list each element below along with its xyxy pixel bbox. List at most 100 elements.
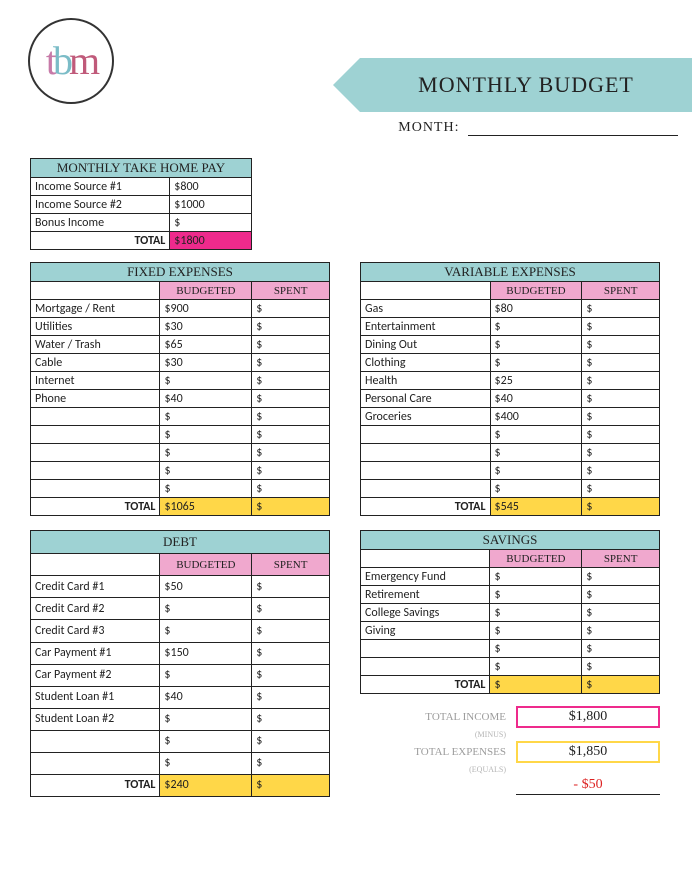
savings-row-spent[interactable]: $ — [582, 658, 660, 676]
debt-row-spent[interactable]: $ — [252, 576, 330, 598]
fixed-row-budget[interactable]: $30 — [160, 318, 252, 336]
debt-row-budget[interactable]: $ — [160, 598, 252, 620]
variable-row-budget[interactable]: $ — [490, 318, 582, 336]
savings-col-spent: SPENT — [582, 550, 660, 568]
variable-total-spent: $ — [582, 498, 660, 516]
income-table: MONTHLY TAKE HOME PAY Income Source #1$8… — [30, 158, 252, 250]
variable-row-budget[interactable]: $ — [490, 462, 582, 480]
debt-row-spent[interactable]: $ — [252, 686, 330, 708]
fixed-row-spent[interactable]: $ — [252, 444, 330, 462]
debt-row-spent[interactable]: $ — [252, 598, 330, 620]
savings-row-budget[interactable]: $ — [490, 568, 582, 586]
fixed-row-budget[interactable]: $ — [160, 372, 252, 390]
variable-row-spent[interactable]: $ — [582, 300, 660, 318]
income-row-value[interactable]: $ — [170, 214, 252, 232]
debt-row-label — [31, 730, 160, 752]
savings-row-budget[interactable]: $ — [490, 658, 582, 676]
fixed-row-budget[interactable]: $ — [160, 462, 252, 480]
variable-row-spent[interactable]: $ — [582, 408, 660, 426]
savings-row-spent[interactable]: $ — [582, 622, 660, 640]
fixed-row-budget[interactable]: $900 — [160, 300, 252, 318]
fixed-row-spent[interactable]: $ — [252, 426, 330, 444]
debt-row-spent[interactable]: $ — [252, 620, 330, 642]
income-total-label: TOTAL — [31, 232, 170, 250]
fixed-row-spent[interactable]: $ — [252, 390, 330, 408]
variable-row-budget[interactable]: $ — [490, 480, 582, 498]
savings-row-budget[interactable]: $ — [490, 604, 582, 622]
savings-row-spent[interactable]: $ — [582, 640, 660, 658]
variable-row-label: Gas — [361, 300, 491, 318]
month-input-line[interactable] — [468, 135, 678, 136]
fixed-row-label: Cable — [31, 354, 160, 372]
fixed-row-spent[interactable]: $ — [252, 480, 330, 498]
debt-row-budget[interactable]: $ — [160, 664, 252, 686]
debt-row-budget[interactable]: $50 — [160, 576, 252, 598]
variable-row-spent[interactable]: $ — [582, 318, 660, 336]
variable-row-budget[interactable]: $ — [490, 354, 582, 372]
savings-row-budget[interactable]: $ — [490, 586, 582, 604]
savings-row-spent[interactable]: $ — [582, 568, 660, 586]
variable-row-budget[interactable]: $400 — [490, 408, 582, 426]
income-row-value[interactable]: $800 — [170, 178, 252, 196]
debt-row-budget[interactable]: $ — [160, 620, 252, 642]
savings-row-label: Emergency Fund — [361, 568, 490, 586]
variable-row-budget[interactable]: $ — [490, 444, 582, 462]
debt-title: DEBT — [31, 531, 330, 554]
savings-table: SAVINGS BUDGETED SPENT Emergency Fund$$R… — [360, 530, 660, 694]
debt-total-label: TOTAL — [31, 774, 160, 796]
fixed-row-budget[interactable]: $ — [160, 444, 252, 462]
variable-row-budget[interactable]: $ — [490, 336, 582, 354]
fixed-row-budget[interactable]: $ — [160, 408, 252, 426]
variable-row-label — [361, 426, 491, 444]
variable-row-spent[interactable]: $ — [582, 480, 660, 498]
fixed-row-spent[interactable]: $ — [252, 372, 330, 390]
savings-row-budget[interactable]: $ — [490, 622, 582, 640]
variable-row-spent[interactable]: $ — [582, 444, 660, 462]
debt-row-spent[interactable]: $ — [252, 752, 330, 774]
debt-row-spent[interactable]: $ — [252, 664, 330, 686]
income-row-label: Income Source #1 — [31, 178, 170, 196]
debt-row-budget[interactable]: $ — [160, 708, 252, 730]
fixed-row-spent[interactable]: $ — [252, 354, 330, 372]
fixed-row-budget[interactable]: $40 — [160, 390, 252, 408]
fixed-total-budget: $1065 — [160, 498, 252, 516]
variable-row-spent[interactable]: $ — [582, 354, 660, 372]
debt-row-spent[interactable]: $ — [252, 642, 330, 664]
debt-row-spent[interactable]: $ — [252, 708, 330, 730]
variable-row-budget[interactable]: $25 — [490, 372, 582, 390]
variable-row-spent[interactable]: $ — [582, 372, 660, 390]
fixed-row-budget[interactable]: $ — [160, 480, 252, 498]
debt-row-budget[interactable]: $150 — [160, 642, 252, 664]
variable-row-budget[interactable]: $ — [490, 426, 582, 444]
debt-row-budget[interactable]: $ — [160, 752, 252, 774]
fixed-row-spent[interactable]: $ — [252, 336, 330, 354]
variable-row-budget[interactable]: $80 — [490, 300, 582, 318]
fixed-row-spent[interactable]: $ — [252, 318, 330, 336]
variable-row-spent[interactable]: $ — [582, 462, 660, 480]
variable-row-label: Dining Out — [361, 336, 491, 354]
fixed-row-budget[interactable]: $30 — [160, 354, 252, 372]
variable-row-spent[interactable]: $ — [582, 336, 660, 354]
fixed-row-spent[interactable]: $ — [252, 408, 330, 426]
fixed-row-spent[interactable]: $ — [252, 462, 330, 480]
fixed-total-label: TOTAL — [31, 498, 160, 516]
variable-row-budget[interactable]: $40 — [490, 390, 582, 408]
variable-table: VARIABLE EXPENSES BUDGETED SPENT Gas$80$… — [360, 262, 660, 516]
variable-total-label: TOTAL — [361, 498, 491, 516]
fixed-row-spent[interactable]: $ — [252, 300, 330, 318]
fixed-row-budget[interactable]: $65 — [160, 336, 252, 354]
summary-income-label: TOTAL INCOME — [360, 711, 506, 723]
variable-row-spent[interactable]: $ — [582, 426, 660, 444]
logo: tbm — [28, 18, 114, 104]
fixed-row-budget[interactable]: $ — [160, 426, 252, 444]
savings-row-spent[interactable]: $ — [582, 604, 660, 622]
income-row-value[interactable]: $1000 — [170, 196, 252, 214]
savings-row-spent[interactable]: $ — [582, 586, 660, 604]
debt-row-spent[interactable]: $ — [252, 730, 330, 752]
savings-row-budget[interactable]: $ — [490, 640, 582, 658]
debt-row-budget[interactable]: $40 — [160, 686, 252, 708]
variable-row-spent[interactable]: $ — [582, 390, 660, 408]
fixed-row-label — [31, 462, 160, 480]
debt-row-budget[interactable]: $ — [160, 730, 252, 752]
debt-row-label: Credit Card #2 — [31, 598, 160, 620]
